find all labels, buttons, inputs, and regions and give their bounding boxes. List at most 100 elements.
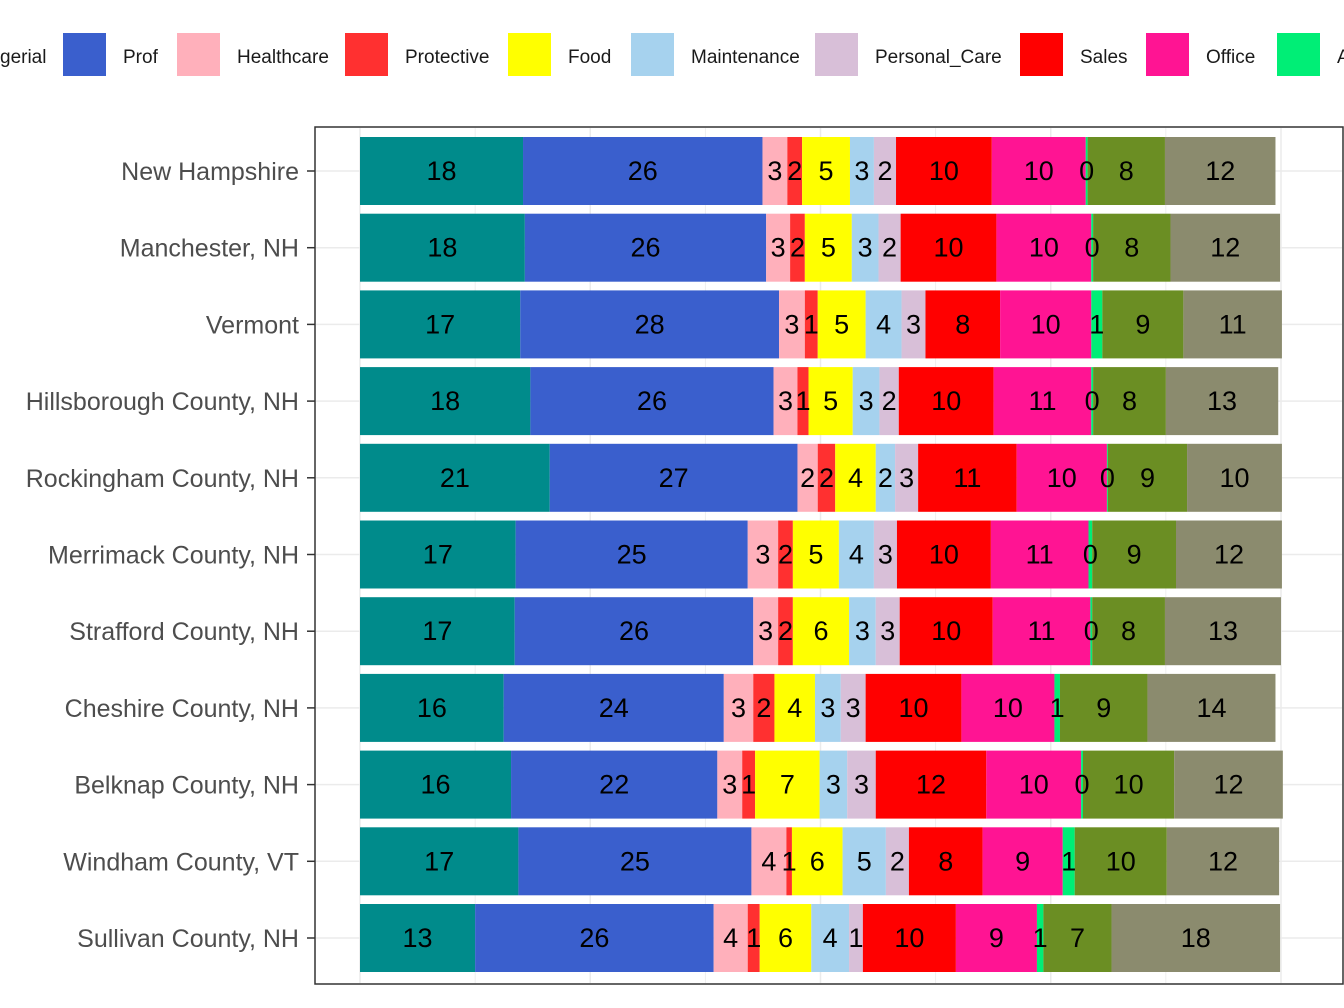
bar-segment [1183, 290, 1282, 359]
bar-segment [1093, 213, 1171, 282]
data-label: 12 [916, 770, 946, 800]
bar-segment [1036, 904, 1044, 972]
data-label: 4 [723, 923, 738, 953]
data-label: 3 [731, 693, 746, 723]
bar-segment [742, 750, 756, 819]
data-label: 10 [1029, 233, 1059, 263]
data-label: 3 [858, 233, 873, 263]
bar-segment [1170, 213, 1281, 282]
y-axis: New Hampshire Manchester, NH Vermont Hillsb… [26, 158, 315, 953]
data-label: 11 [1219, 309, 1247, 339]
bar-segment [804, 290, 818, 359]
bar-segment [792, 520, 839, 589]
bar-segment [1102, 290, 1184, 359]
bar-segment [1166, 827, 1280, 896]
bar-segment [360, 443, 550, 512]
bar-segment [901, 290, 926, 359]
category-label: Manchester, NH [120, 235, 299, 263]
bar-segment [1059, 673, 1148, 742]
data-label: 10 [894, 923, 924, 953]
bar-segment [1091, 213, 1094, 282]
data-label: 3 [880, 616, 895, 646]
data-label: 4 [787, 693, 802, 723]
data-label: 1 [848, 923, 863, 953]
data-label: 0 [1100, 463, 1115, 493]
data-label: 4 [761, 846, 776, 876]
data-label: 0 [1084, 616, 1099, 646]
data-label: 16 [420, 770, 450, 800]
data-label: 2 [790, 233, 805, 263]
data-label: 10 [898, 693, 928, 723]
bar-segment [790, 213, 805, 282]
legend-key [631, 33, 674, 76]
bar-segment [773, 367, 798, 436]
data-label: 10 [929, 540, 959, 570]
data-label: 1 [741, 770, 756, 800]
data-label: 21 [440, 463, 470, 493]
data-label: 2 [882, 386, 897, 416]
data-label: 10 [993, 693, 1023, 723]
data-label: 1 [1050, 693, 1065, 723]
data-label: 3 [859, 386, 874, 416]
data-label: 2 [756, 693, 771, 723]
bar-segment [885, 827, 909, 896]
data-label: 26 [619, 616, 649, 646]
bar-segment [1081, 750, 1083, 819]
bars [360, 137, 1283, 972]
bar-segment [875, 443, 896, 512]
data-label: 10 [929, 156, 959, 186]
data-label: 7 [780, 770, 795, 800]
category-label: Merrimack County, NH [48, 542, 299, 570]
bar-segment [1091, 290, 1103, 359]
bar-segment [1085, 137, 1088, 205]
bar-segment [875, 750, 987, 819]
bar-segment [992, 597, 1091, 666]
data-label: 11 [1028, 386, 1056, 416]
data-label: 3 [899, 463, 914, 493]
data-label: 12 [1205, 156, 1235, 186]
bar-segment [713, 904, 748, 972]
legend-label: Protective [405, 47, 489, 68]
bar-segment [360, 904, 476, 972]
data-label: 17 [425, 309, 455, 339]
bar-segment [849, 597, 876, 666]
bar-segment [900, 213, 997, 282]
data-label: 8 [1124, 233, 1139, 263]
data-label: 6 [813, 616, 828, 646]
data-label: 0 [1085, 386, 1100, 416]
bar-segment [778, 520, 793, 589]
data-label: 4 [823, 923, 838, 953]
bar-segment [1088, 520, 1093, 589]
bar-segment [899, 597, 993, 666]
bar-segment [819, 750, 848, 819]
bar-segment [515, 520, 748, 589]
data-label: 2 [778, 540, 793, 570]
bar-segment [925, 290, 1001, 359]
legend-key [1146, 33, 1189, 76]
data-label: 14 [1196, 693, 1226, 723]
data-label: 25 [617, 540, 647, 570]
bar-segment [1107, 443, 1188, 512]
data-label: 2 [890, 846, 905, 876]
data-label: 9 [1015, 846, 1030, 876]
category-label: Hillsborough County, NH [26, 388, 299, 416]
bar-segment [1147, 673, 1276, 742]
data-label: 1 [1033, 923, 1048, 953]
data-label: 3 [758, 616, 773, 646]
data-label: 10 [1031, 309, 1061, 339]
data-label: 3 [820, 693, 835, 723]
data-label: 2 [878, 463, 893, 493]
bar-segment [717, 750, 743, 819]
bar-segment [851, 213, 879, 282]
data-label: 10 [931, 616, 961, 646]
bar-segment [518, 827, 752, 896]
bar-segment [895, 443, 919, 512]
bar-segment [1165, 367, 1279, 436]
bar-segment [360, 827, 519, 896]
bar-segment [1087, 137, 1165, 205]
bar-segment [986, 750, 1082, 819]
data-label: 5 [821, 233, 836, 263]
bar-segment [1187, 443, 1282, 512]
bar-segment [1174, 750, 1283, 819]
